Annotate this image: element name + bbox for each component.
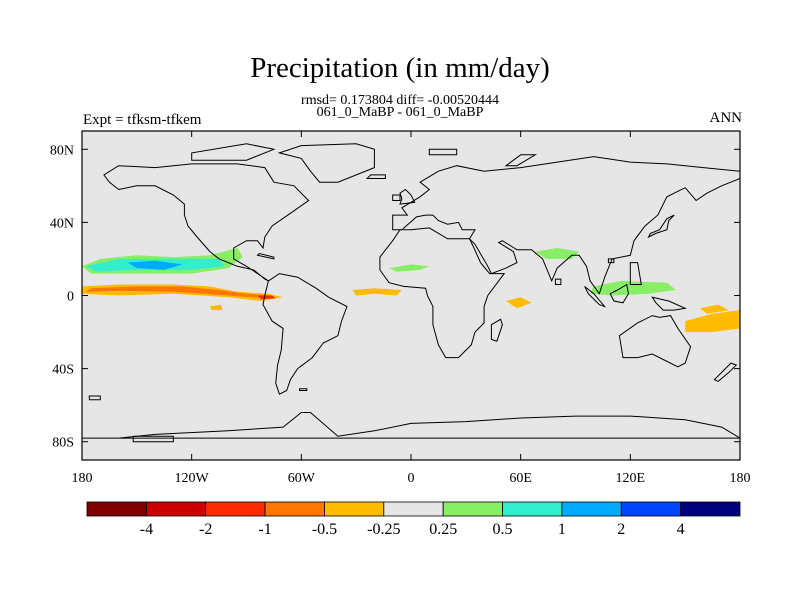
- anomaly-tiny-negative-se-pacific: [209, 304, 223, 311]
- colorbar-swatch-6: [442, 501, 503, 517]
- coastline-antarctica: [82, 412, 740, 439]
- colorbar-swatch-0: [86, 501, 147, 517]
- x-tick-label-5: 120E: [616, 471, 646, 486]
- colorbar-swatch-8: [561, 501, 622, 517]
- y-tick-label-2: 0: [67, 290, 74, 305]
- colorbar-label-3: -0.5: [312, 521, 337, 538]
- coastline-borneo: [609, 283, 630, 304]
- coastline-madagascar: [490, 318, 503, 342]
- chart-title: Precipitation (in mm/day): [250, 52, 550, 84]
- coastline-cuba: [256, 252, 275, 260]
- colorbar-label-8: 2: [617, 521, 625, 538]
- anomaly-north-pacific-itcz-positive-core: [127, 260, 183, 270]
- anomaly-south-pacific-negative: [685, 310, 740, 333]
- anomaly-central-pacific-negative-south: [699, 304, 729, 314]
- colorbar: -4 -2 -1 -0.5 -0.25 0.25 0.5 1 2 4: [86, 501, 741, 538]
- y-axis: 80N 40N 0 40S 80S: [50, 143, 740, 451]
- coastline-philippines: [629, 262, 642, 285]
- anomaly-india-positive: [535, 248, 580, 259]
- y-tick-label-4: 80S: [52, 436, 74, 451]
- coastline-north-america: [103, 163, 310, 282]
- coastline-new-zealand: [713, 362, 738, 382]
- x-tick-label-2: 60W: [288, 471, 316, 486]
- colorbar-swatch-9: [620, 501, 682, 517]
- coastline-greenland: [277, 143, 375, 183]
- coastline-sumatra: [584, 286, 607, 308]
- colorbar-label-0: -4: [140, 521, 153, 538]
- coastline-japan: [647, 214, 675, 239]
- colorbar-swatch-4: [324, 501, 385, 517]
- colorbar-swatch-3: [264, 501, 325, 517]
- anomaly-equatorial-pacific-negative-core: [85, 286, 273, 299]
- colorbar-label-2: -1: [258, 521, 271, 538]
- map-background: [82, 131, 740, 460]
- x-tick-label-3: 0: [408, 471, 415, 486]
- colorbar-swatch-2: [205, 501, 266, 517]
- y-tick-label-0: 80N: [50, 143, 74, 158]
- anomaly-east-pacific-negative-spot: [257, 295, 276, 300]
- anomaly-indian-ocean-negative: [506, 297, 532, 309]
- chart-subtitle: 061_0_MaBP - 061_0_MaBP: [316, 105, 484, 120]
- coastline-iceland: [365, 174, 386, 179]
- colorbar-swatch-5: [383, 501, 444, 517]
- colorbar-label-1: -2: [199, 521, 212, 538]
- colorbar-label-5: 0.25: [429, 521, 457, 538]
- stats-line: rmsd= 0.173804 diff= -0.00520444: [301, 93, 499, 108]
- coastline-british-isles: [399, 188, 416, 205]
- x-tick-label-4: 60E: [509, 471, 532, 486]
- coastline-novaya-zemlya: [504, 154, 538, 167]
- coastline-taiwan-hainan: [607, 258, 615, 264]
- coastline-africa: [379, 227, 506, 359]
- anomaly-west-africa-positive: [389, 264, 430, 272]
- coastline-sri-lanka: [554, 278, 562, 285]
- colorbar-label-4: -0.25: [367, 521, 400, 538]
- colorbar-label-6: 0.5: [493, 521, 513, 538]
- x-axis: 180 120W 60W 0 60E 120E 180: [72, 131, 751, 486]
- x-tick-label-1: 120W: [175, 471, 210, 486]
- colorbar-label-7: 1: [558, 521, 566, 538]
- colorbar-swatch-1: [145, 501, 207, 517]
- anomaly-atlantic-negative: [352, 288, 402, 296]
- anomaly-layer: [82, 248, 740, 333]
- y-tick-label-1: 40N: [50, 216, 74, 231]
- coastline-new-guinea: [651, 296, 687, 311]
- coastline-south-america: [262, 273, 348, 395]
- anomaly-west-pacific-positive: [590, 280, 676, 296]
- coastline-falklands: [299, 388, 308, 391]
- y-tick-label-3: 40S: [52, 363, 74, 378]
- coastline-ross-ice-spot: [132, 435, 174, 443]
- coastline-south-pacific-isle: [88, 395, 101, 401]
- x-tick-label-0: 180: [72, 471, 93, 486]
- coastline-svalbard: [428, 148, 458, 156]
- season-label: ANN: [709, 110, 743, 126]
- coastline-eurasia: [392, 156, 740, 295]
- coastline-canadian-archipelago: [191, 143, 276, 161]
- coastline-uk-ireland-spot: [392, 194, 401, 201]
- experiment-label: Expt = tfksm-tfkem: [83, 112, 202, 128]
- colorbar-label-9: 4: [677, 521, 685, 538]
- colorbar-swatch-7: [502, 501, 563, 517]
- colorbar-swatch-10: [680, 501, 741, 517]
- coastline-australia: [618, 315, 692, 368]
- x-tick-label-6: 180: [730, 471, 751, 486]
- coastline-layer: [82, 143, 740, 443]
